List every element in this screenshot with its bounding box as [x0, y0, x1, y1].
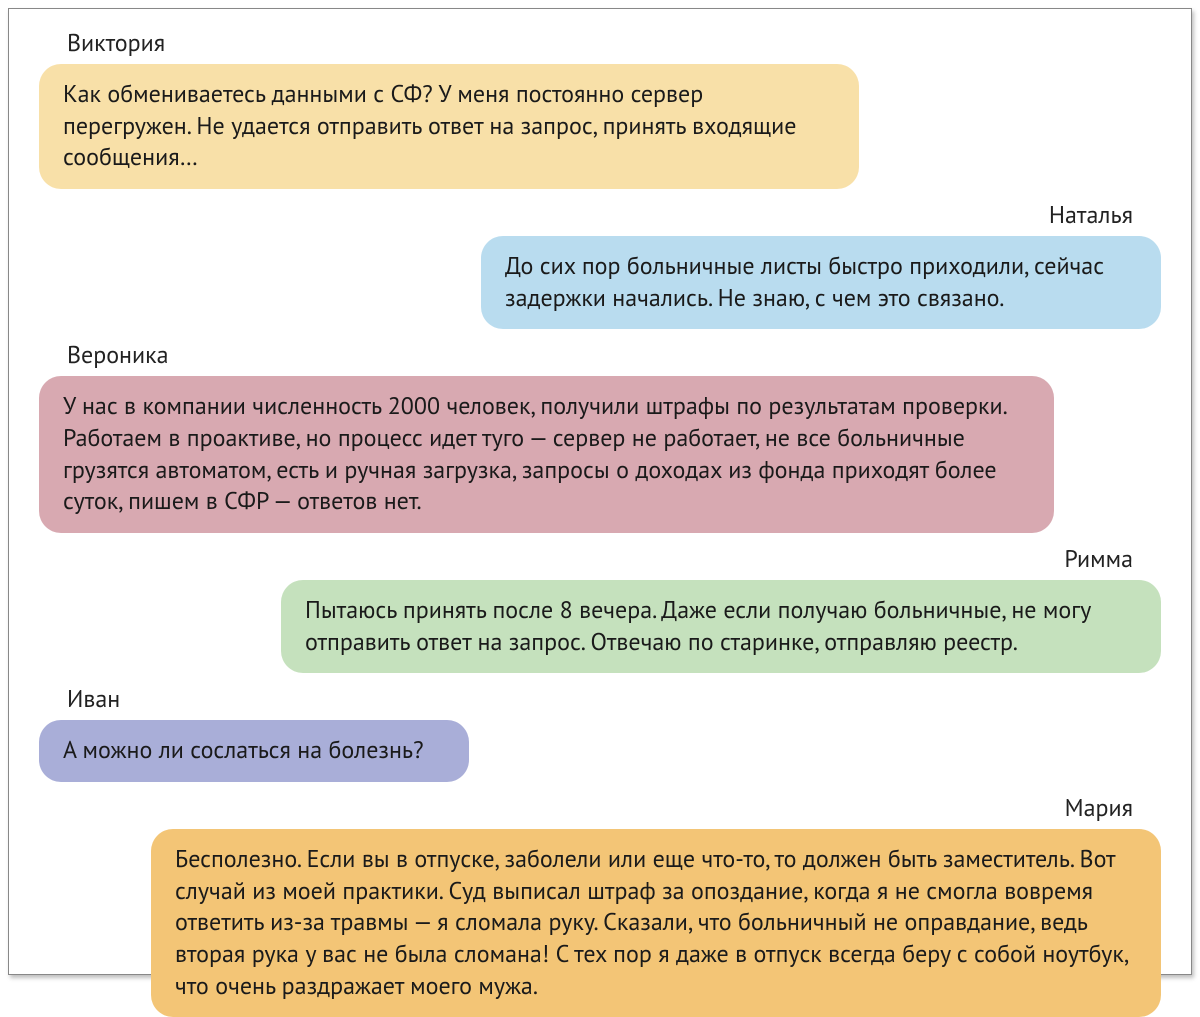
message-block: Иван А можно ли сослаться на болезнь?: [39, 683, 1161, 782]
message-author: Римма: [1036, 543, 1161, 574]
message-block: Римма Пытаюсь принять после 8 вечера. Да…: [39, 543, 1161, 673]
message-block: Мария Бесполезно. Если вы в отпуске, заб…: [39, 792, 1161, 1017]
message-author: Вероника: [39, 339, 197, 370]
message-bubble: Пытаюсь принять после 8 вечера. Даже есл…: [281, 580, 1161, 673]
message-block: Наталья До сих пор больничные листы быст…: [39, 199, 1161, 329]
message-block: Вероника У нас в компании численность 20…: [39, 339, 1161, 533]
message-bubble: Бесполезно. Если вы в отпуске, заболели …: [151, 829, 1161, 1017]
message-bubble: Как обмениваетесь данными с СФ? У меня п…: [39, 64, 859, 189]
message-author: Виктория: [39, 27, 193, 58]
message-author: Иван: [39, 683, 148, 714]
message-bubble: У нас в компании численность 2000 челове…: [39, 376, 1054, 533]
message-author: Мария: [1037, 792, 1161, 823]
message-author: Наталья: [1021, 199, 1161, 230]
message-block: Виктория Как обмениваетесь данными с СФ?…: [39, 27, 1161, 189]
message-bubble: До сих пор больничные листы быстро прихо…: [481, 236, 1161, 329]
chat-container: Виктория Как обмениваетесь данными с СФ?…: [8, 8, 1192, 975]
message-bubble: А можно ли сослаться на болезнь?: [39, 720, 469, 782]
